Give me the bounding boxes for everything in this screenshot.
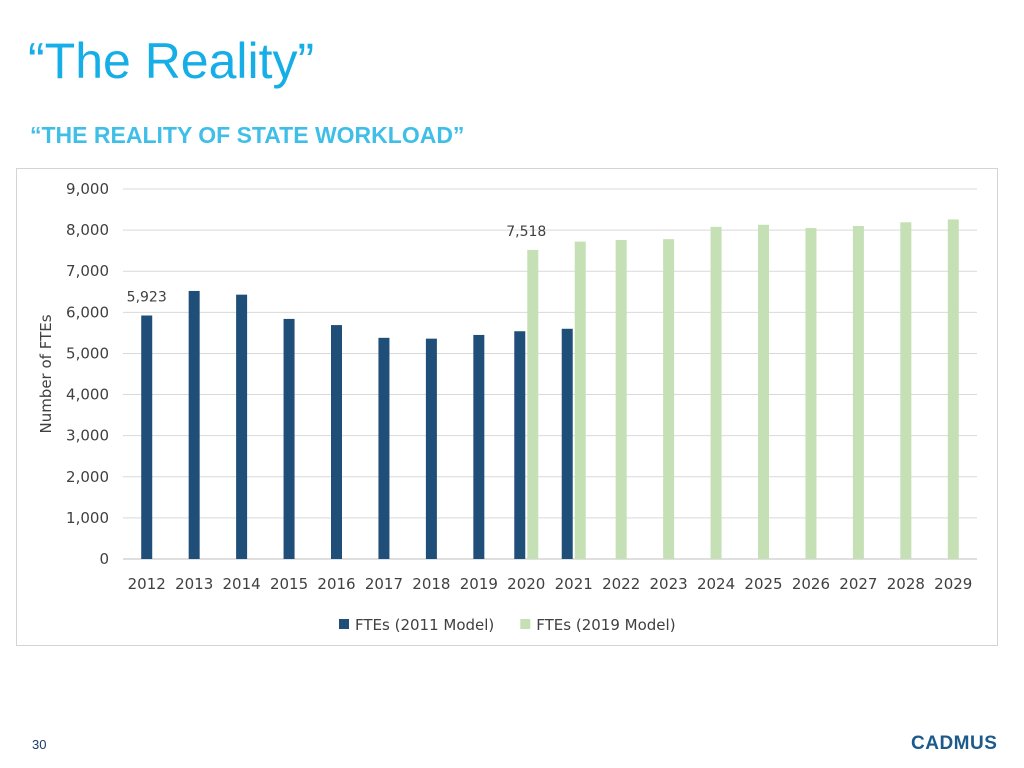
- y-tick-label: 5,000: [66, 344, 109, 362]
- x-tick-label: 2022: [602, 575, 640, 593]
- bar-model2011-2014: [236, 294, 248, 559]
- x-tick-label: 2026: [792, 575, 830, 593]
- x-tick-label: 2015: [270, 575, 308, 593]
- x-tick-label: 2021: [555, 575, 593, 593]
- y-tick-label: 9,000: [66, 180, 109, 198]
- x-tick-label: 2014: [223, 575, 261, 593]
- bar-model2011-2016: [331, 325, 342, 559]
- y-tick-label: 2,000: [66, 468, 109, 486]
- x-tick-label: 2020: [507, 575, 545, 593]
- bar-model2011-2018: [425, 338, 437, 559]
- y-tick-label: 6,000: [66, 303, 109, 321]
- x-tick-label: 2023: [650, 575, 688, 593]
- bar-model2019-2027: [852, 226, 864, 559]
- cadmus-logo: CADMUS: [911, 733, 998, 754]
- x-tick-label: 2018: [412, 575, 450, 593]
- bar-model2019-2021: [574, 241, 586, 559]
- bar-model2011-2015: [283, 318, 295, 559]
- bar-model2011-2012: [141, 315, 153, 559]
- page-number: 30: [32, 737, 47, 752]
- x-tick-label: 2012: [128, 575, 166, 593]
- legend-label: FTEs (2011 Model): [355, 616, 494, 634]
- bar-model2019-2023: [663, 239, 675, 559]
- y-tick-label: 0: [99, 550, 109, 568]
- data-label: 7,518: [506, 224, 546, 240]
- bar-model2019-2026: [805, 228, 817, 560]
- y-tick-label: 8,000: [66, 221, 109, 239]
- bar-model2019-2024: [710, 226, 722, 560]
- y-tick-label: 3,000: [66, 427, 109, 445]
- slide-title: “The Reality”: [28, 33, 315, 89]
- x-tick-label: 2027: [839, 575, 877, 593]
- x-tick-label: 2017: [365, 575, 403, 593]
- legend-swatch: [520, 619, 531, 629]
- bar-model2019-2022: [615, 239, 627, 559]
- bar-model2011-2017: [378, 337, 390, 559]
- fte-bar-chart: 0 1,000 2,000 3,000 4,000 5,000 6,000 7,000 8,00…: [37, 180, 977, 634]
- legend-swatch: [339, 619, 349, 629]
- x-tick-label: 2025: [744, 575, 782, 593]
- x-tick-label: 2029: [934, 575, 972, 593]
- bar-model2011-2020: [514, 331, 526, 559]
- chart-frame: 0 1,000 2,000 3,000 4,000 5,000 6,000 7,000 8,00…: [16, 168, 998, 646]
- bar-model2011-2019: [473, 334, 485, 559]
- y-tick-label: 1,000: [66, 509, 109, 527]
- bar-model2019-2028: [900, 222, 912, 560]
- bar-model2019-2020: [527, 249, 539, 559]
- x-tick-label: 2024: [697, 575, 735, 593]
- bar-model2011-2021: [561, 328, 573, 559]
- y-axis-label: Number of FTEs: [37, 314, 55, 433]
- x-tick-label: 2028: [887, 575, 925, 593]
- bar-model2011-2013: [188, 290, 200, 559]
- y-tick-label: 7,000: [66, 262, 109, 280]
- x-tick-label: 2013: [175, 575, 213, 593]
- x-tick-label: 2019: [460, 575, 498, 593]
- legend-label: FTEs (2019 Model): [536, 616, 675, 634]
- slide-subtitle: “THE REALITY OF STATE WORKLOAD”: [30, 122, 465, 148]
- bar-model2019-2029: [947, 219, 959, 559]
- data-label: 5,923: [127, 289, 167, 305]
- bar-model2019-2025: [758, 224, 769, 559]
- x-tick-label: 2016: [317, 575, 355, 593]
- y-tick-label: 4,000: [66, 386, 109, 404]
